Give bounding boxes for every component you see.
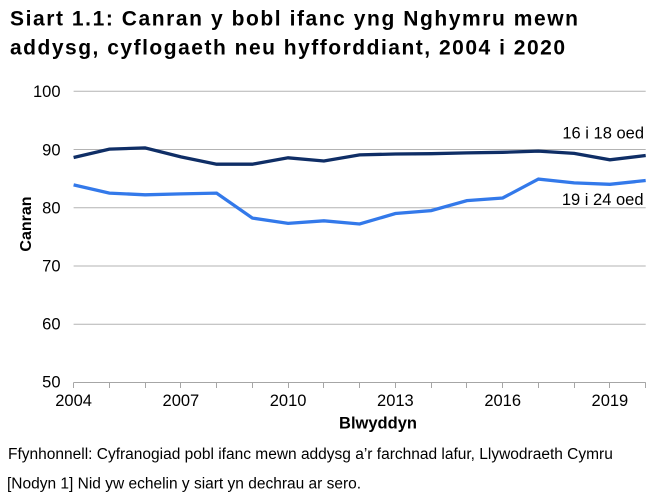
svg-text:50: 50 [42,374,60,392]
svg-text:Ffynhonnell: Cyfranogiad pobl: Ffynhonnell: Cyfranogiad pobl ifanc mewn… [8,446,613,463]
svg-text:addysg, cyflogaeth neu hyfford: addysg, cyflogaeth neu hyfforddiant, 200… [10,37,565,60]
svg-text:Blwyddyn: Blwyddyn [339,415,417,433]
svg-text:2019: 2019 [592,392,629,410]
svg-text:2010: 2010 [270,392,307,410]
svg-text:[Nodyn 1] Nid yw echelin y sia: [Nodyn 1] Nid yw echelin y siart yn dech… [7,476,361,493]
svg-text:Canran: Canran [18,196,35,251]
svg-text:2004: 2004 [55,392,92,410]
svg-text:70: 70 [42,258,60,276]
svg-text:60: 60 [42,316,60,334]
svg-text:2013: 2013 [377,392,414,410]
svg-text:2007: 2007 [163,392,200,410]
svg-text:80: 80 [42,199,60,217]
svg-text:Siart 1.1: Canran y bobl ifanc: Siart 1.1: Canran y bobl ifanc yng Nghym… [10,8,578,31]
svg-text:2016: 2016 [484,392,521,410]
svg-text:100: 100 [33,83,61,101]
svg-text:16 i 18 oed: 16 i 18 oed [562,125,644,143]
svg-text:19 i 24 oed: 19 i 24 oed [562,191,644,209]
svg-text:90: 90 [42,141,60,159]
